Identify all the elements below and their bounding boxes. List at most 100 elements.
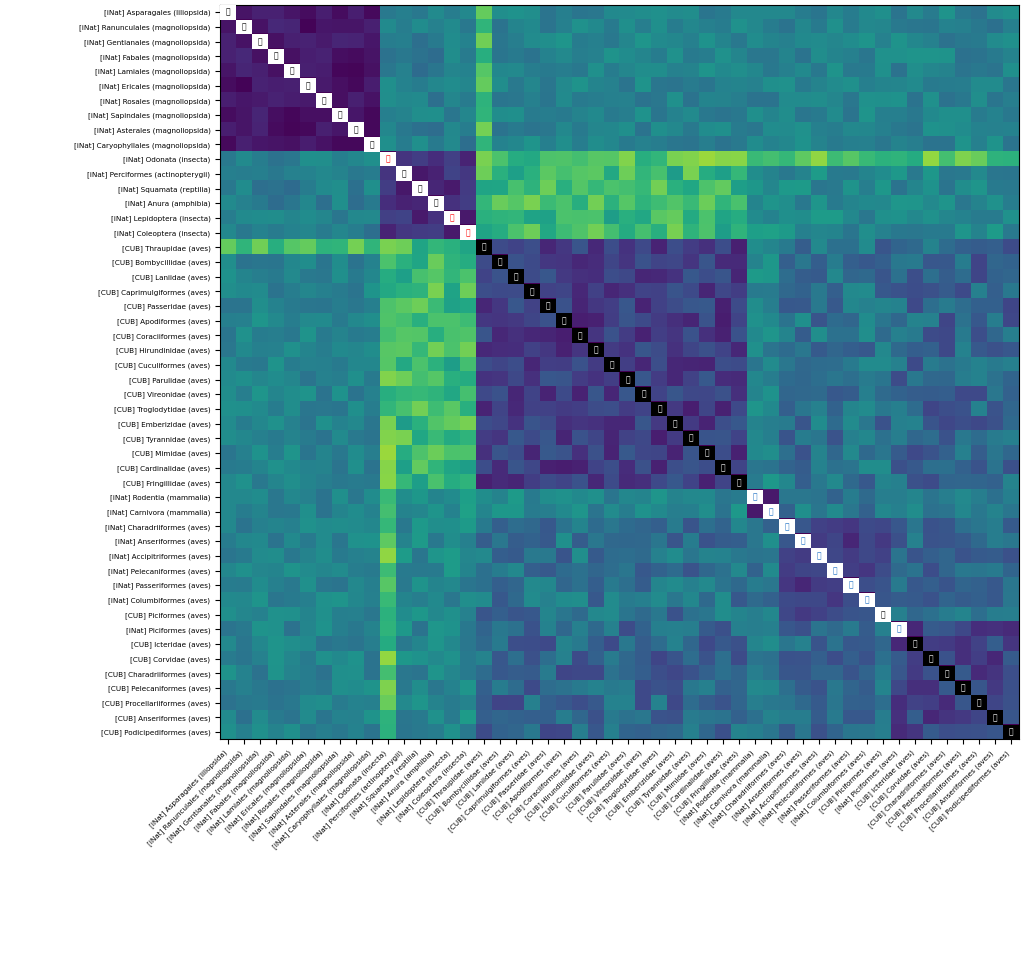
- Bar: [252, 34, 268, 49]
- Text: 🕊: 🕊: [498, 258, 502, 267]
- Bar: [651, 402, 668, 416]
- Bar: [332, 108, 348, 123]
- Bar: [955, 681, 971, 696]
- Bar: [987, 710, 1002, 725]
- Text: 🐦: 🐦: [849, 581, 853, 590]
- Bar: [476, 240, 492, 255]
- Text: 🌿: 🌿: [258, 37, 262, 46]
- Text: 🕊: 🕊: [961, 684, 966, 693]
- Text: 🌿: 🌿: [370, 140, 374, 149]
- Bar: [843, 578, 859, 593]
- Text: 🕊: 🕊: [992, 713, 997, 722]
- Text: 🕊: 🕊: [593, 345, 598, 354]
- Bar: [683, 431, 699, 446]
- Bar: [556, 313, 571, 328]
- Bar: [859, 593, 876, 607]
- Bar: [284, 63, 300, 79]
- Bar: [268, 49, 284, 63]
- Text: 🕊: 🕊: [737, 478, 741, 486]
- Text: 🐦: 🐦: [785, 522, 790, 531]
- Text: 🕊: 🕊: [657, 405, 662, 414]
- Text: 🐦: 🐦: [865, 595, 869, 604]
- Bar: [492, 255, 508, 270]
- Bar: [603, 357, 620, 372]
- Text: 🕊: 🕊: [706, 449, 710, 457]
- Bar: [923, 651, 939, 667]
- Text: 🕊: 🕊: [673, 419, 678, 428]
- Bar: [907, 636, 923, 651]
- Text: 🕊: 🕊: [578, 331, 582, 340]
- Text: 🌿: 🌿: [226, 8, 230, 17]
- Bar: [620, 372, 636, 387]
- Bar: [523, 284, 540, 299]
- Text: 🐦: 🐦: [801, 537, 806, 546]
- Bar: [748, 489, 763, 504]
- Bar: [540, 299, 556, 313]
- Bar: [316, 93, 332, 108]
- Text: 🕊: 🕊: [609, 360, 613, 370]
- Text: 🐦: 🐦: [897, 625, 901, 633]
- Bar: [876, 607, 891, 622]
- Bar: [699, 446, 716, 460]
- Bar: [508, 270, 523, 284]
- Text: 🐦: 🐦: [817, 552, 821, 560]
- Text: 🐦: 🐦: [833, 566, 838, 575]
- Bar: [443, 210, 460, 226]
- Text: 🕊: 🕊: [945, 668, 949, 678]
- Text: 🌿: 🌿: [242, 22, 247, 31]
- Text: 🌿: 🌿: [273, 52, 279, 60]
- Text: 🌿: 🌿: [353, 126, 358, 134]
- Text: 🕊: 🕊: [529, 287, 534, 296]
- Bar: [827, 563, 843, 578]
- Text: 🐸: 🐸: [433, 198, 438, 207]
- Bar: [571, 328, 588, 342]
- Bar: [428, 196, 443, 210]
- Bar: [396, 166, 412, 181]
- Text: 🕊: 🕊: [513, 272, 518, 281]
- Bar: [716, 460, 731, 475]
- Bar: [220, 5, 237, 19]
- Text: 🕊: 🕊: [912, 639, 918, 648]
- Text: 🌿: 🌿: [290, 66, 294, 76]
- Bar: [939, 666, 955, 681]
- Bar: [348, 123, 364, 137]
- Bar: [380, 152, 396, 166]
- Text: 🌿: 🌿: [306, 81, 310, 90]
- Text: 🐿: 🐿: [753, 492, 758, 501]
- Text: 🐦: 🐦: [881, 610, 886, 619]
- Bar: [460, 226, 476, 240]
- Text: 🕊: 🕊: [641, 390, 646, 399]
- Text: 🕊: 🕊: [721, 463, 726, 472]
- Bar: [891, 622, 907, 636]
- Text: 🕊: 🕊: [481, 243, 486, 252]
- Text: 🕊: 🕊: [626, 375, 630, 384]
- Bar: [1002, 725, 1019, 739]
- Bar: [412, 181, 428, 196]
- Text: 🕊: 🕊: [1009, 728, 1013, 737]
- Bar: [588, 342, 603, 357]
- Bar: [668, 416, 683, 431]
- Text: 🌿: 🌿: [338, 111, 342, 120]
- Text: 🕊: 🕊: [689, 434, 693, 443]
- Bar: [731, 475, 748, 489]
- Text: 🕊: 🕊: [977, 699, 981, 707]
- Bar: [237, 19, 252, 34]
- Text: 🕊: 🕊: [561, 316, 566, 325]
- Bar: [811, 549, 827, 563]
- Bar: [636, 387, 651, 402]
- Bar: [763, 504, 779, 520]
- Text: 🐜: 🐜: [386, 155, 390, 163]
- Text: 🕊: 🕊: [546, 302, 550, 310]
- Text: 🌿: 🌿: [322, 96, 327, 105]
- Text: 🐜: 🐜: [466, 228, 470, 237]
- Text: 🐿: 🐿: [769, 507, 773, 517]
- Bar: [779, 520, 796, 534]
- Text: 🕊: 🕊: [929, 654, 933, 664]
- Text: 🐜: 🐜: [450, 213, 454, 223]
- Text: 🐟: 🐟: [401, 169, 407, 178]
- Bar: [364, 137, 380, 152]
- Bar: [971, 696, 987, 710]
- Text: 🦎: 🦎: [418, 184, 422, 193]
- Bar: [300, 79, 316, 93]
- Bar: [796, 534, 811, 549]
